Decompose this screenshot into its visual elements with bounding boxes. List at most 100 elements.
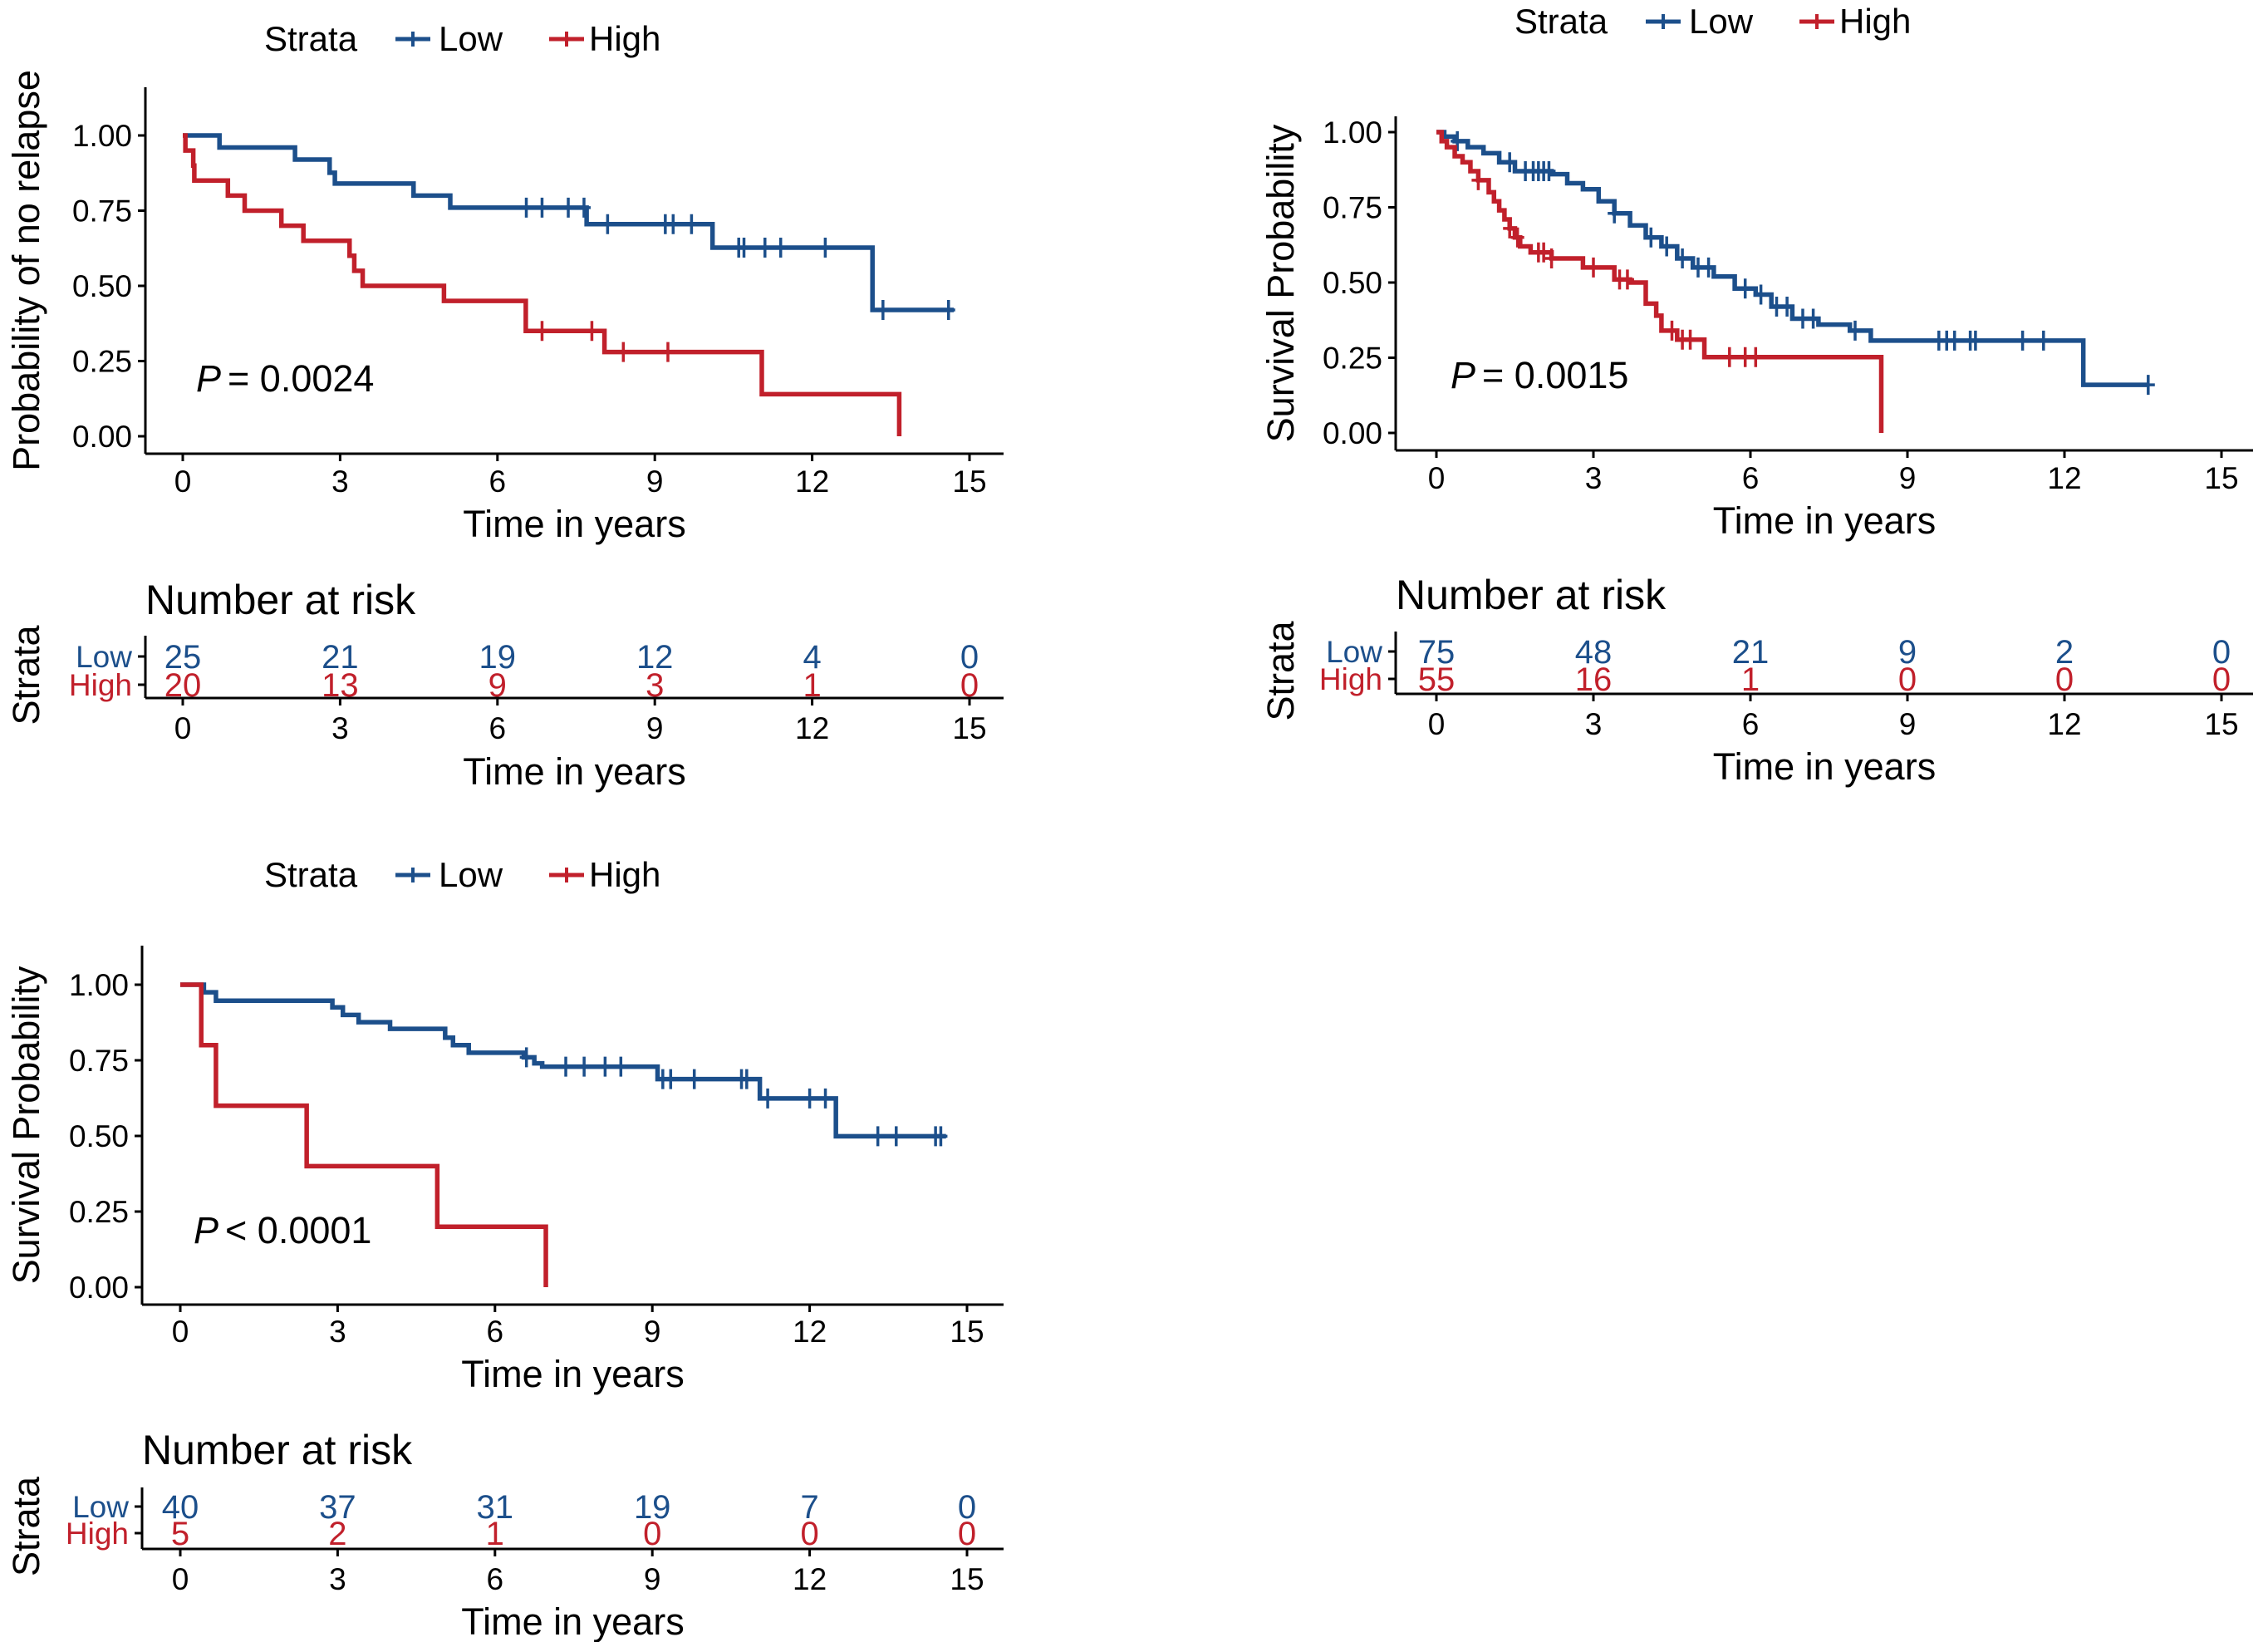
- y-axis-label: Survival Probability: [1259, 124, 1302, 442]
- risk-x-tick-label: 0: [172, 1562, 189, 1596]
- y-tick-label: 0.75: [72, 194, 132, 229]
- risk-count-low: 37: [319, 1489, 356, 1526]
- risk-table-title: Number at risk: [142, 1427, 413, 1473]
- x-tick-label: 6: [1742, 461, 1760, 495]
- censor-mark-low: [2036, 330, 2050, 351]
- censor-mark-low: [941, 299, 955, 320]
- censor-mark-low: [1738, 278, 1752, 299]
- censor-mark-low: [2141, 375, 2155, 396]
- censor-mark-low: [1451, 130, 1465, 151]
- risk-count-low: 19: [634, 1489, 671, 1526]
- censor-mark-low: [876, 299, 890, 320]
- x-tick-label: 3: [329, 1315, 346, 1349]
- risk-count-low: 2: [2055, 634, 2074, 671]
- x-tick-label: 6: [489, 465, 507, 499]
- risk-x-tick-label: 3: [1585, 707, 1603, 741]
- p-value-text: = 0.0015: [1482, 354, 1628, 396]
- risk-count-high: 0: [800, 1516, 818, 1552]
- y-tick-label: 1.00: [1323, 116, 1382, 150]
- p-value-text: = 0.0024: [228, 357, 374, 400]
- risk-count-high: 55: [1418, 661, 1456, 698]
- x-tick-label: 9: [644, 1315, 661, 1349]
- legend-label-low: Low: [1689, 2, 1754, 41]
- legend: Strata Low High: [264, 855, 660, 894]
- legend-title: Strata: [1514, 2, 1608, 41]
- x-tick-label: 15: [950, 1315, 984, 1349]
- censor-mark-high: [1537, 242, 1551, 263]
- risk-x-tick-label: 0: [1428, 707, 1446, 741]
- survival-curve-high: [183, 133, 902, 436]
- risk-row-label-high: High: [69, 668, 132, 702]
- x-tick-label: 0: [174, 465, 192, 499]
- legend-label-high: High: [589, 855, 660, 894]
- censor-mark-low: [1780, 296, 1794, 317]
- censor-mark-low: [687, 1069, 701, 1089]
- risk-x-tick-label: 0: [174, 711, 192, 745]
- legend-label-high: High: [1839, 2, 1911, 41]
- censor-mark-low: [761, 1088, 775, 1109]
- censor-mark-high: [535, 321, 549, 342]
- risk-table-y-label: Strata: [5, 624, 47, 725]
- risk-count-high: 0: [2212, 661, 2231, 698]
- risk-count-low: 4: [803, 639, 821, 676]
- risk-row-label-high: High: [66, 1517, 129, 1551]
- risk-count-low: 75: [1418, 634, 1456, 671]
- censor-mark-high: [1665, 320, 1679, 341]
- risk-row-label-low: Low: [1326, 635, 1382, 669]
- censor-mark-low: [1660, 236, 1674, 257]
- censor-mark-low: [773, 238, 788, 258]
- censor-mark-low: [614, 1056, 628, 1077]
- censor-mark-low: [562, 197, 576, 218]
- x-tick-label: 6: [487, 1315, 504, 1349]
- legend: Strata Low High: [264, 19, 660, 58]
- risk-row-label-low: Low: [76, 640, 132, 674]
- y-tick-label: 0.25: [1323, 342, 1382, 376]
- censor-mark-high: [616, 342, 631, 362]
- censor-mark-low: [1608, 203, 1622, 224]
- legend-label-low: Low: [439, 855, 503, 894]
- censor-mark-high: [1722, 347, 1736, 367]
- censor-mark-low: [818, 238, 832, 258]
- legend-title: Strata: [264, 19, 358, 58]
- censor-mark-low: [871, 1126, 885, 1147]
- x-tick-label: 3: [331, 465, 349, 499]
- censor-mark-low: [1676, 248, 1690, 269]
- risk-count-high: 0: [1898, 661, 1917, 698]
- legend-label-low: Low: [439, 19, 503, 58]
- risk-x-tick-label: 15: [2204, 707, 2238, 741]
- risk-count-low: 31: [477, 1489, 514, 1526]
- censor-mark-low: [1968, 330, 1982, 351]
- risk-count-low: 0: [2212, 634, 2231, 671]
- risk-x-tick-label: 9: [646, 711, 664, 745]
- censor-mark-low: [685, 214, 699, 234]
- censor-mark-high: [1749, 347, 1763, 367]
- censor-mark-low: [1806, 308, 1820, 329]
- censor-mark-high: [1683, 329, 1697, 350]
- censor-mark-high: [1510, 227, 1524, 248]
- censor-mark-low: [666, 214, 680, 234]
- y-tick-label: 0.50: [69, 1119, 129, 1153]
- risk-x-axis-label: Time in years: [463, 750, 685, 793]
- censor-mark-low: [535, 197, 549, 218]
- censor-mark-low: [1848, 320, 1862, 341]
- p-value: P = 0.0024: [196, 357, 374, 400]
- risk-count-low: 12: [636, 639, 674, 676]
- x-tick-label: 15: [2204, 461, 2238, 495]
- x-tick-label: 3: [1585, 461, 1603, 495]
- censor-mark-high: [1587, 257, 1600, 278]
- censor-mark-low: [889, 1126, 903, 1147]
- y-tick-label: 0.00: [1323, 416, 1382, 450]
- survival-curve-low: [180, 982, 946, 1139]
- x-tick-label: 9: [646, 465, 664, 499]
- risk-count-high: 0: [2055, 661, 2074, 698]
- risk-count-low: 0: [960, 639, 979, 676]
- censor-mark-high: [1503, 218, 1517, 238]
- censor-mark-low: [2015, 330, 2030, 351]
- censor-mark-low: [1754, 284, 1768, 305]
- x-tick-label: 15: [952, 465, 986, 499]
